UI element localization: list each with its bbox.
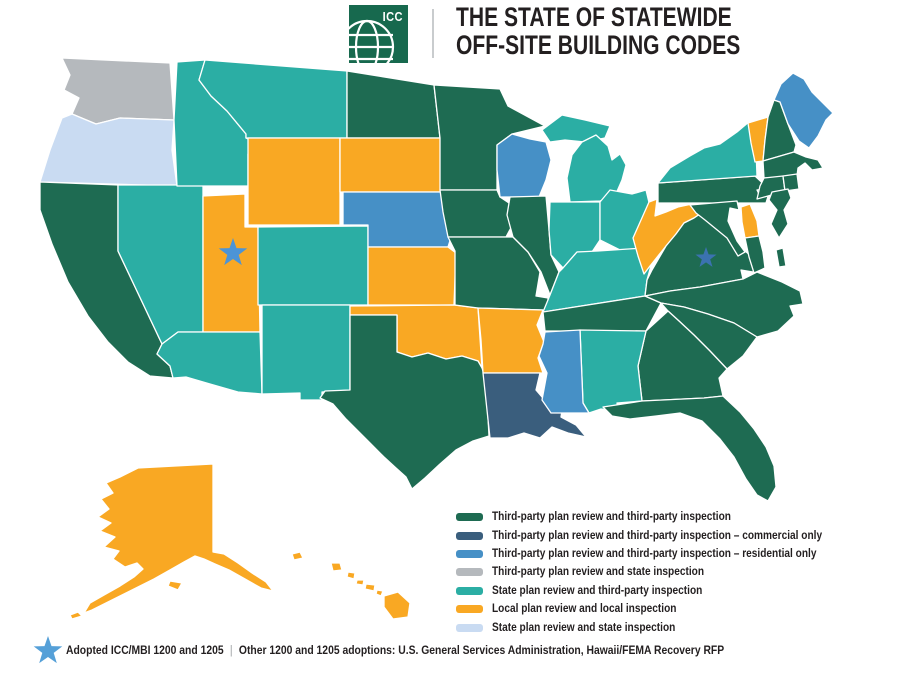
state-VA bbox=[775, 247, 787, 268]
legend-swatch bbox=[456, 605, 483, 614]
state-HI bbox=[375, 589, 384, 597]
legend-swatch bbox=[456, 531, 483, 540]
state-AK bbox=[83, 463, 274, 614]
legend-label: State plan review and state inspection bbox=[492, 621, 676, 634]
state-KS bbox=[367, 246, 457, 306]
state-AK bbox=[167, 580, 183, 591]
icc-logo: ICC bbox=[349, 5, 408, 63]
state-DE bbox=[740, 203, 760, 239]
footnote-text: Adopted ICC/MBI 1200 and 1205 | Other 1200… bbox=[66, 645, 724, 657]
state-NY bbox=[657, 120, 758, 184]
state-ME bbox=[773, 72, 834, 149]
legend-label: Third-party plan review and third-party … bbox=[492, 529, 823, 542]
state-TX bbox=[319, 314, 490, 490]
state-HI bbox=[355, 579, 365, 586]
state-HI bbox=[364, 583, 376, 592]
legend-label: Third-party plan review and third-party … bbox=[492, 547, 817, 560]
state-RI bbox=[782, 173, 800, 192]
footnote-other-text: Other 1200 and 1205 adoptions: U.S. Gene… bbox=[238, 645, 725, 657]
icc-logo-text: ICC bbox=[382, 9, 403, 24]
state-MD bbox=[689, 200, 746, 257]
state-LA bbox=[482, 372, 587, 439]
icc-globe-icon bbox=[349, 5, 408, 63]
state-MD bbox=[744, 235, 766, 274]
legend-label: State plan review and third-party inspec… bbox=[492, 584, 703, 597]
footnote-divider: | bbox=[229, 645, 233, 657]
legend-item-third_state: Third-party plan review and state inspec… bbox=[456, 563, 867, 581]
legend-label: Third-party plan review and state inspec… bbox=[492, 566, 705, 579]
legend-item-local_local: Local plan review and local inspection bbox=[456, 600, 867, 618]
legend-swatch bbox=[456, 513, 483, 522]
state-ND bbox=[346, 70, 441, 139]
legend-swatch bbox=[456, 586, 483, 595]
state-HI bbox=[346, 571, 356, 580]
legend-item-state_third: State plan review and third-party inspec… bbox=[456, 582, 867, 600]
legend-swatch bbox=[456, 549, 483, 558]
state-MI bbox=[541, 114, 611, 143]
state-HI bbox=[383, 591, 411, 620]
state-TN bbox=[542, 295, 662, 332]
header-divider bbox=[432, 9, 434, 58]
legend-label: Local plan review and local inspection bbox=[492, 603, 677, 616]
legend-swatch bbox=[456, 623, 483, 632]
state-HI bbox=[291, 551, 304, 561]
legend-item-third_third_residential: Third-party plan review and third-party … bbox=[456, 545, 867, 563]
state-HI bbox=[330, 562, 343, 572]
state-NM bbox=[261, 304, 351, 401]
map-legend: Third-party plan review and third-party … bbox=[456, 508, 867, 637]
state-WY bbox=[247, 137, 341, 226]
state-SD bbox=[339, 137, 450, 193]
state-WI bbox=[496, 133, 552, 198]
title-line-1: THE STATE OF STATEWIDE bbox=[456, 2, 732, 32]
adoption-star-UT bbox=[218, 238, 248, 266]
legend-item-state_state: State plan review and state inspection bbox=[456, 618, 867, 636]
state-AR bbox=[477, 307, 545, 374]
adoption-star-VA bbox=[695, 247, 717, 267]
legend-item-third_third: Third-party plan review and third-party … bbox=[456, 508, 867, 526]
state-AZ bbox=[156, 331, 263, 395]
state-OR bbox=[39, 113, 178, 187]
legend-swatch bbox=[456, 568, 483, 577]
page-title: THE STATE OF STATEWIDE OFF-SITE BUILDING… bbox=[456, 3, 821, 59]
state-NJ bbox=[768, 188, 792, 239]
legend-item-third_third_commercial: Third-party plan review and third-party … bbox=[456, 526, 867, 544]
state-FL bbox=[602, 395, 777, 502]
state-WA bbox=[61, 57, 175, 125]
footnote: Adopted ICC/MBI 1200 and 1205 | Other 1200… bbox=[32, 636, 797, 666]
star-icon bbox=[33, 636, 63, 664]
state-CO bbox=[257, 225, 369, 306]
footnote-star-label: Adopted ICC/MBI 1200 and 1205 bbox=[66, 645, 224, 657]
title-line-2: OFF-SITE BUILDING CODES bbox=[456, 30, 741, 60]
legend-label: Third-party plan review and third-party … bbox=[492, 511, 731, 524]
state-AL bbox=[579, 329, 647, 414]
state-AK bbox=[69, 611, 83, 620]
state-MS bbox=[538, 329, 590, 414]
